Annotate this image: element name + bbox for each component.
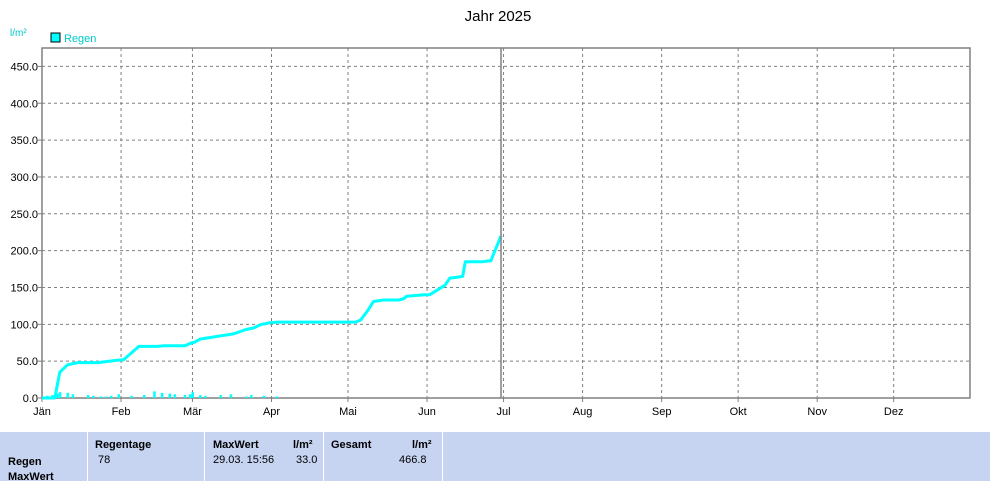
daily-rain-bar [143, 395, 146, 398]
y-tick-label: 300.0 [10, 172, 38, 184]
gesamt-value: 466.8 [399, 454, 427, 466]
x-tick-label: Okt [730, 406, 747, 418]
maxwert-unit: l/m² [293, 439, 313, 451]
daily-rain-bar [92, 395, 95, 398]
daily-rain-bar [229, 394, 233, 398]
row-label-regen: Regen [8, 456, 42, 468]
daily-rain-bar [58, 392, 62, 398]
daily-rain-bar [56, 393, 59, 398]
daily-rain-bar [188, 394, 192, 398]
x-tick-labels: Jän Feb Mär Apr Mai Jun Jul Aug Sep Okt Nov Dez [33, 406, 903, 418]
gesamt-column: Gesamt l/m² 466.8 [323, 432, 442, 481]
daily-rain-bar [199, 395, 202, 398]
y-tick-label: 200.0 [10, 246, 38, 258]
cumulative-rain-line [42, 235, 503, 400]
daily-rain-bar [191, 392, 194, 398]
daily-rain-bar [71, 394, 75, 398]
regentage-column: Regentage 78 [87, 432, 204, 481]
daily-rain-bar [86, 395, 90, 398]
y-tick-label: 250.0 [10, 209, 38, 221]
maxwert-column: MaxWert l/m² 29.03. 15:56 33.0 [204, 432, 323, 481]
summary-spacer [442, 432, 990, 481]
daily-rain-bar [104, 396, 108, 398]
row-label-maxwert: MaxWert [8, 471, 54, 483]
x-tick-label: Jun [418, 406, 436, 418]
regentage-header: Regentage [95, 439, 152, 451]
y-tick-label: 150.0 [10, 282, 38, 294]
rain-chart: Jahr 2025 l/m² Regen 0.0 50.0 100.0 150.0 20… [10, 8, 971, 418]
legend-label: Regen [64, 33, 96, 45]
daily-rain-bar [204, 395, 207, 398]
daily-rain-bar [130, 395, 133, 398]
daily-rain-bar [250, 395, 253, 398]
x-tick-label: Mai [339, 406, 357, 418]
chart-title: Jahr 2025 [465, 8, 532, 25]
maxwert-value: 33.0 [296, 454, 318, 466]
regentage-value: 78 [98, 454, 111, 466]
x-tick-label: Apr [263, 406, 280, 418]
y-tick-labels: 0.0 50.0 100.0 150.0 200.0 250.0 300.0 350.0 400… [10, 61, 38, 405]
daily-rain-bar [183, 395, 187, 398]
x-tick-label: Feb [112, 406, 131, 418]
y-tick-label: 450.0 [10, 61, 38, 73]
gesamt-unit: l/m² [412, 439, 432, 451]
x-tick-label: Sep [652, 406, 672, 418]
daily-rain-bar [168, 393, 171, 398]
x-tick-label: Nov [807, 406, 827, 418]
daily-rain-bar [219, 395, 222, 398]
daily-rain-bar [262, 395, 266, 398]
daily-rain-bar [275, 396, 279, 398]
x-tick-label: Dez [884, 406, 904, 418]
y-tick-label: 350.0 [10, 135, 38, 147]
x-tick-label: Aug [573, 406, 593, 418]
daily-rain-bar [160, 392, 164, 398]
maxwert-date: 29.03. 15:56 [213, 454, 275, 466]
daily-rain-bar [173, 394, 177, 398]
maxwert-header: MaxWert [213, 439, 259, 451]
daily-rain-bar [117, 394, 120, 398]
x-tick-label: Jul [497, 406, 511, 418]
daily-rain-bar [109, 395, 113, 398]
daily-rain-bar [99, 396, 103, 398]
daily-rain-bar [66, 392, 69, 398]
y-tick-label: 100.0 [10, 319, 38, 331]
summary-table: Regen MaxWert Regentage 78 MaxWert l/m² … [0, 432, 990, 483]
x-tick-label: Jän [33, 406, 51, 418]
grid-lines [38, 48, 970, 402]
legend-swatch [50, 32, 61, 43]
y-tick-label: 400.0 [10, 98, 38, 110]
daily-rain-bar [245, 396, 248, 398]
gesamt-header: Gesamt [331, 439, 372, 451]
x-tick-label: Mär [183, 406, 202, 418]
daily-rain-bar [153, 391, 156, 398]
y-tick-label: 0.0 [23, 393, 38, 405]
y-axis-unit: l/m² [10, 28, 27, 39]
y-tick-label: 50.0 [17, 356, 38, 368]
